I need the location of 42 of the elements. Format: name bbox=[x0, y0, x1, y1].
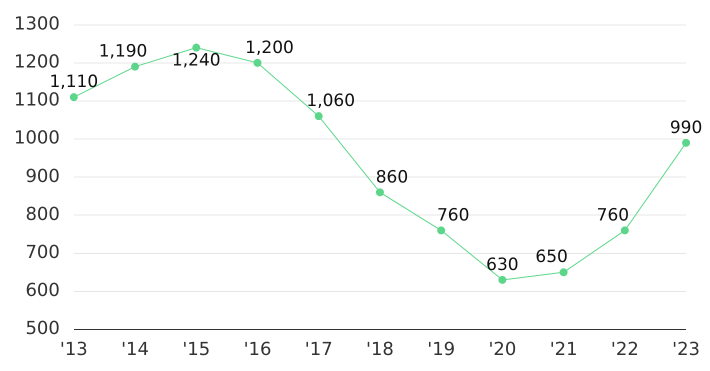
data-label: 630 bbox=[486, 254, 519, 275]
x-tick-label: '16 bbox=[244, 338, 272, 360]
x-tick-label: '23 bbox=[672, 338, 700, 360]
x-tick-label: '18 bbox=[366, 338, 394, 360]
point bbox=[376, 188, 384, 196]
data-label: 650 bbox=[535, 247, 568, 268]
data-label: 1,190 bbox=[98, 42, 148, 62]
data-label: 860 bbox=[376, 167, 408, 188]
point bbox=[253, 58, 262, 67]
y-tick-label: 800 bbox=[25, 204, 60, 225]
x-tick-label: '21 bbox=[550, 338, 578, 360]
y-tick-label: 900 bbox=[25, 166, 60, 187]
x-tick-label: '22 bbox=[610, 338, 639, 360]
x-tick-label: '17 bbox=[304, 338, 333, 360]
y-tick-label: 700 bbox=[25, 242, 60, 263]
data-label: 990 bbox=[670, 118, 702, 138]
y-tick-label: 1000 bbox=[14, 128, 60, 149]
x-tick-label: '19 bbox=[427, 338, 456, 360]
data-label: 760 bbox=[596, 205, 630, 226]
point bbox=[70, 93, 78, 102]
data-label: 1,110 bbox=[49, 72, 98, 92]
point bbox=[192, 44, 200, 52]
point bbox=[620, 226, 629, 234]
data-label: 1,200 bbox=[245, 38, 294, 58]
data-label: 760 bbox=[436, 205, 470, 226]
x-tick-label: '13 bbox=[60, 338, 88, 360]
x-tick-label: '14 bbox=[121, 338, 149, 360]
data-label: 1,060 bbox=[306, 91, 356, 112]
y-tick-label: 1100 bbox=[14, 90, 60, 111]
point bbox=[314, 112, 323, 120]
y-tick-label: 1200 bbox=[14, 52, 60, 73]
data-label: 1,240 bbox=[172, 50, 221, 71]
point bbox=[560, 268, 568, 276]
point bbox=[131, 62, 140, 71]
point bbox=[437, 226, 446, 234]
point bbox=[682, 138, 690, 147]
y-tick-label: 500 bbox=[25, 318, 60, 340]
x-tick-label: '15 bbox=[182, 338, 210, 360]
y-tick-label: 600 bbox=[25, 280, 60, 301]
x-tick-label: '20 bbox=[488, 338, 516, 360]
y-tick-label: 1300 bbox=[14, 13, 60, 34]
point bbox=[498, 276, 506, 284]
